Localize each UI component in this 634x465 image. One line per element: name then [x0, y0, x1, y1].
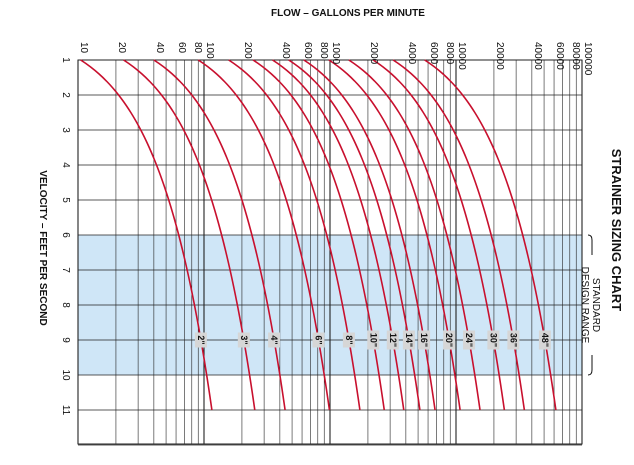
x-tick-label: 10	[78, 42, 89, 54]
flow-curve	[372, 59, 506, 411]
y-tick-label: 5	[60, 197, 71, 203]
x-tick-label: 1000	[330, 42, 341, 65]
x-tick-label: 2000	[368, 42, 379, 65]
pipe-size-label: 16"	[419, 333, 429, 347]
design-range-bracket	[587, 234, 593, 376]
x-tick-label: 4000	[406, 42, 417, 65]
x-tick-label: 8000	[444, 42, 455, 65]
pipe-size-label-bg	[402, 330, 415, 350]
pipe-size-label: 14"	[404, 333, 414, 347]
flow-curve	[123, 59, 256, 411]
pipe-size-label: 8"	[344, 335, 354, 344]
x-tick-label: 800	[318, 42, 329, 59]
x-tick-label: 40	[154, 42, 165, 54]
flow-curve	[424, 59, 557, 411]
y-tick-label: 11	[60, 405, 71, 416]
design-range-label-line2: DESIGN RANGE	[579, 267, 590, 344]
y-tick-label: 8	[60, 302, 71, 308]
flow-curve	[80, 59, 213, 411]
pipe-size-label-bg	[443, 330, 456, 350]
pipe-size-label: 2"	[196, 335, 206, 344]
pipe-size-label-bg	[194, 332, 207, 348]
flow-curve	[392, 59, 526, 411]
y-tick-label: 7	[60, 267, 71, 273]
x-tick-label: 60	[176, 42, 187, 54]
pipe-size-label-bg	[538, 330, 551, 350]
x-tick-label: 20	[116, 42, 127, 54]
flow-curve	[288, 59, 421, 411]
y-tick-label: 1	[60, 57, 71, 63]
flow-curve	[348, 59, 481, 411]
pipe-size-label: 4"	[269, 335, 279, 344]
design-range-label-line1: STANDARD	[590, 278, 601, 332]
flow-curve	[272, 59, 405, 411]
pipe-size-label: 3"	[239, 335, 249, 344]
x-tick-label: 100000	[582, 42, 593, 76]
pipe-size-label-bg	[487, 330, 500, 350]
pipe-size-label-bg	[237, 332, 250, 348]
pipe-size-label-bg	[418, 330, 431, 350]
pipe-size-label-bg	[463, 330, 476, 350]
y-axis-title: VELOCITY – FEET PER SECOND	[37, 170, 48, 325]
x-tick-label: 80000	[570, 42, 581, 70]
x-tick-label: 100	[204, 42, 215, 59]
pipe-size-label-bg	[367, 330, 380, 350]
pipe-size-label: 36"	[508, 333, 518, 347]
pipe-size-label-bg	[268, 332, 281, 348]
y-tick-label: 4	[60, 162, 71, 168]
pipe-size-label: 30"	[488, 333, 498, 347]
flow-curve	[197, 59, 331, 411]
pipe-size-label: 12"	[388, 333, 398, 347]
flow-curve	[228, 59, 361, 411]
pipe-size-label-bg	[386, 330, 399, 350]
y-tick-label: 9	[60, 337, 71, 343]
pipe-size-label: 6"	[313, 335, 323, 344]
x-tick-label: 40000	[532, 42, 543, 70]
x-tick-label: 20000	[494, 42, 505, 70]
x-tick-label: 80	[192, 42, 203, 54]
pipe-size-label-bg	[342, 332, 355, 348]
x-tick-label: 6000	[428, 42, 439, 65]
x-tick-label: 400	[280, 42, 291, 59]
flow-curve	[303, 59, 436, 411]
flow-curve	[153, 59, 286, 411]
flow-curve	[328, 59, 461, 411]
flow-curve	[252, 59, 386, 411]
pipe-size-label-bg	[312, 332, 325, 348]
x-axis-title: FLOW – GALLONS PER MINUTE	[271, 8, 425, 19]
chart-title: STRAINER SIZING CHART	[609, 149, 624, 312]
pipe-size-label: 20"	[444, 333, 454, 347]
pipe-size-label-bg	[507, 330, 520, 350]
pipe-size-label: 24"	[464, 333, 474, 347]
x-tick-label: 60000	[554, 42, 565, 70]
x-tick-label: 10000	[456, 42, 467, 70]
x-tick-label: 600	[302, 42, 313, 59]
x-tick-label: 200	[242, 42, 253, 59]
pipe-size-label: 48"	[540, 333, 550, 347]
y-tick-label: 10	[60, 369, 71, 381]
pipe-size-label: 10"	[368, 333, 378, 347]
y-tick-label: 3	[60, 127, 71, 133]
y-tick-label: 6	[60, 232, 71, 238]
y-tick-label: 2	[60, 92, 71, 98]
